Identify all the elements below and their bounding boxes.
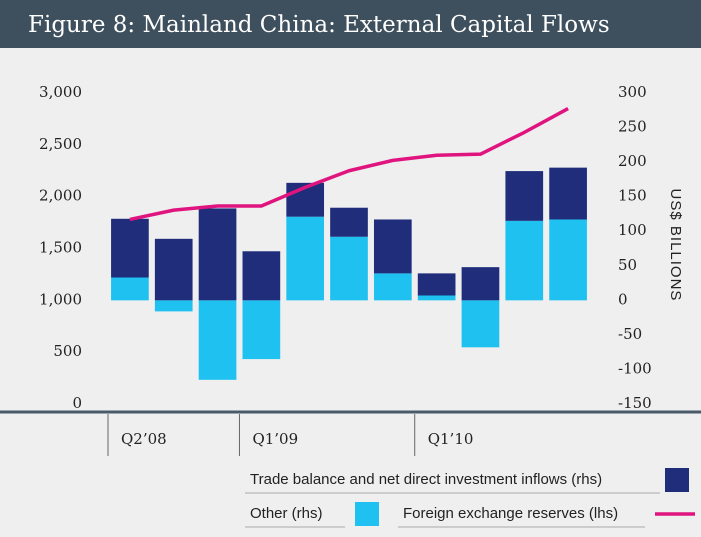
bar-segment xyxy=(154,238,193,301)
y-tick-label: 1,000 xyxy=(39,290,82,308)
bar-segment xyxy=(417,273,456,296)
title-bar xyxy=(0,0,701,48)
bar-segment xyxy=(111,218,149,278)
bar-segment xyxy=(505,171,544,221)
x-tick-label: Q2’08 xyxy=(121,430,167,448)
y-tick-label: 2,000 xyxy=(39,187,82,205)
y2-tick-label: 250 xyxy=(618,118,647,136)
legend-label: Foreign exchange reserves (lhs) xyxy=(403,505,618,522)
y-tick-label: 0 xyxy=(72,394,82,412)
bar-segment xyxy=(330,207,368,237)
y2-tick-label: 50 xyxy=(618,256,637,274)
y-tick-label: 500 xyxy=(53,342,82,360)
legend-swatch xyxy=(355,502,379,526)
y-tick-label: 1,500 xyxy=(39,239,82,257)
bar-segment xyxy=(461,267,500,301)
bar-segment xyxy=(198,208,237,301)
bar-segment xyxy=(242,300,281,360)
bar-segment xyxy=(373,219,412,274)
bar-segment xyxy=(549,219,587,301)
bar-segment xyxy=(330,236,368,301)
line-series xyxy=(129,107,569,222)
bar-segment xyxy=(154,300,193,312)
y2-tick-label: 150 xyxy=(618,187,647,205)
y-tick-label: 2,500 xyxy=(39,135,82,153)
legend-label: Other (rhs) xyxy=(250,505,323,522)
bar-segment xyxy=(505,220,544,301)
bar-segment xyxy=(373,273,412,301)
chart-title: Figure 8: Mainland China: External Capit… xyxy=(28,12,610,38)
y2-tick-label: -100 xyxy=(618,359,652,377)
y-tick-label: 3,000 xyxy=(39,83,82,101)
bar-segment xyxy=(286,216,325,301)
y2-tick-label: -50 xyxy=(618,325,642,343)
bar-segment xyxy=(461,300,500,348)
bar-segment xyxy=(198,300,237,380)
x-tick-label: Q1’09 xyxy=(252,430,298,448)
y2-tick-label: -150 xyxy=(618,394,652,412)
y2-tick-label: 100 xyxy=(618,221,647,239)
y2-tick-label: 200 xyxy=(618,152,647,170)
x-tick-label: Q1’10 xyxy=(428,430,474,448)
bar-segment xyxy=(549,167,587,220)
y2-tick-label: 300 xyxy=(618,83,647,101)
bar-segment xyxy=(242,251,281,301)
legend-swatch xyxy=(665,468,689,492)
bar-segment xyxy=(417,295,456,301)
y2-tick-label: 0 xyxy=(618,290,628,308)
legend-label: Trade balance and net direct investment … xyxy=(250,471,602,488)
y2-axis-label: US$ BILLIONS xyxy=(667,189,684,302)
bar-segment xyxy=(111,277,149,301)
